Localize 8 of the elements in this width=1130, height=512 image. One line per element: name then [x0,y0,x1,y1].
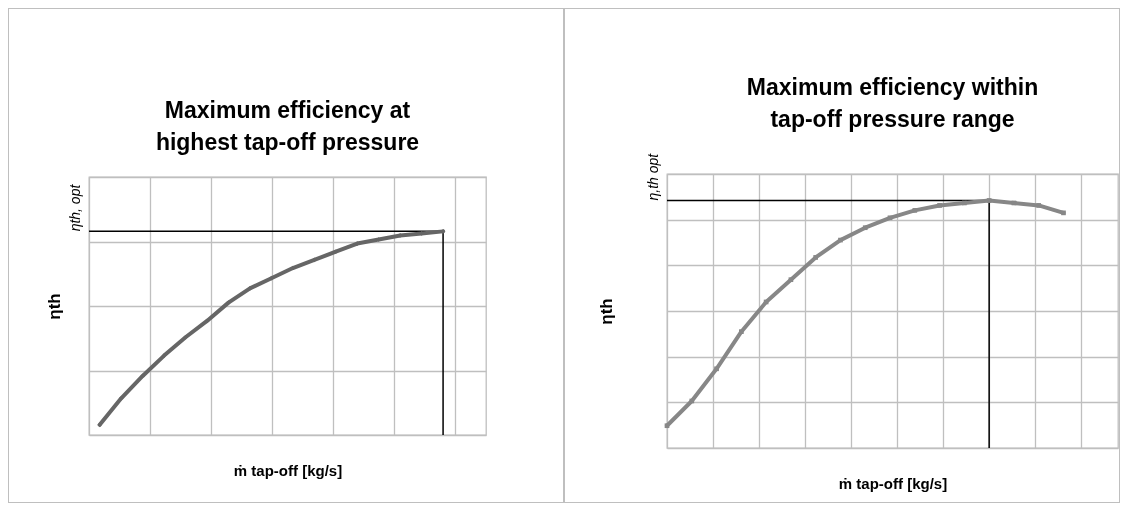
x-axis-title: ṁ tap-off [kg/s] [838,474,948,492]
ref-line-label: η,th opt [645,152,661,201]
ref-line-label: ηth, opt [67,183,83,232]
y-axis-title: ηth [596,298,616,325]
chart-title: Maximum efficiency within tap-off pressure range [746,73,1039,132]
x-axis-title: ṁ tap-off [kg/s] [233,461,343,479]
chart-title: Maximum efficiency at highest tap-off pressure [155,97,420,155]
y-axis-title: ηth [44,293,64,320]
